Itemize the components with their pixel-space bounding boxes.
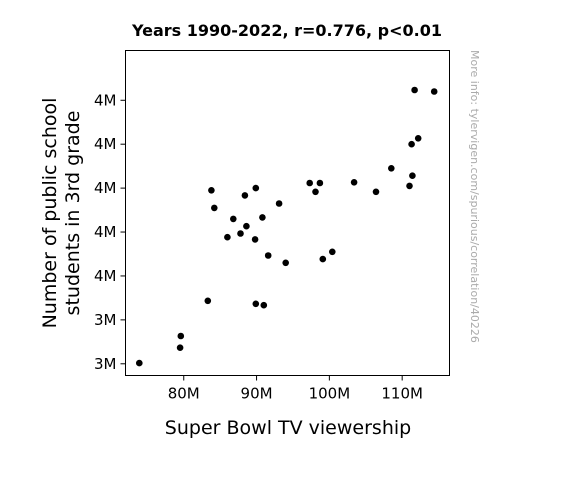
data-point xyxy=(430,88,438,95)
y-tick-label: 4M xyxy=(94,91,117,109)
y-tick-label: 4M xyxy=(94,135,117,153)
data-point xyxy=(312,188,319,196)
y-tick-label: 4M xyxy=(94,179,117,197)
y-tick-label: 3M xyxy=(94,355,117,373)
data-point xyxy=(282,259,290,267)
data-point xyxy=(241,192,249,199)
data-point xyxy=(176,344,184,352)
plot-area xyxy=(136,86,438,367)
x-tick-label: 90M xyxy=(241,385,273,403)
data-point xyxy=(406,182,413,190)
data-point xyxy=(252,184,260,192)
data-point xyxy=(264,252,272,259)
x-axis: 80M 90M 100M 110M xyxy=(168,375,423,403)
data-point xyxy=(306,179,314,187)
data-point xyxy=(259,214,266,221)
data-point xyxy=(243,222,250,230)
y-axis-label-line-2: students in 3rd grade xyxy=(62,111,84,316)
x-tick-label: 100M xyxy=(309,385,351,403)
watermark-text: More info: tylervigen.com/spurious/corre… xyxy=(468,50,481,343)
y-tick-label: 4M xyxy=(94,267,117,285)
data-point xyxy=(211,204,218,212)
data-point xyxy=(230,215,237,223)
data-point xyxy=(372,188,380,196)
data-point xyxy=(411,86,418,94)
data-point xyxy=(260,301,268,309)
data-point xyxy=(251,236,259,243)
data-point xyxy=(409,172,416,179)
data-point xyxy=(204,297,212,305)
plot-frame xyxy=(125,50,450,376)
y-tick-label: 3M xyxy=(94,311,117,329)
data-point xyxy=(414,135,422,142)
y-axis: 3M 3M 4M 4M 4M 4M 4M xyxy=(94,91,126,373)
data-point xyxy=(350,179,358,186)
data-point xyxy=(388,165,395,172)
chart-title: Years 1990-2022, r=0.776, p<0.01 xyxy=(131,21,442,40)
data-point xyxy=(275,200,283,207)
data-point xyxy=(329,248,336,256)
data-point xyxy=(408,140,415,148)
data-point xyxy=(177,332,185,340)
y-axis-label-line-1: Number of public school xyxy=(39,98,61,329)
data-point xyxy=(319,255,327,263)
x-axis-label: Super Bowl TV viewership xyxy=(165,417,411,439)
data-point xyxy=(208,187,215,194)
data-point xyxy=(252,300,260,308)
data-point xyxy=(224,233,231,241)
data-point xyxy=(316,179,324,187)
x-tick-label: 80M xyxy=(168,385,200,403)
data-point xyxy=(237,230,244,237)
y-tick-label: 4M xyxy=(94,223,117,241)
data-point xyxy=(136,359,143,367)
x-tick-label: 110M xyxy=(381,385,423,403)
